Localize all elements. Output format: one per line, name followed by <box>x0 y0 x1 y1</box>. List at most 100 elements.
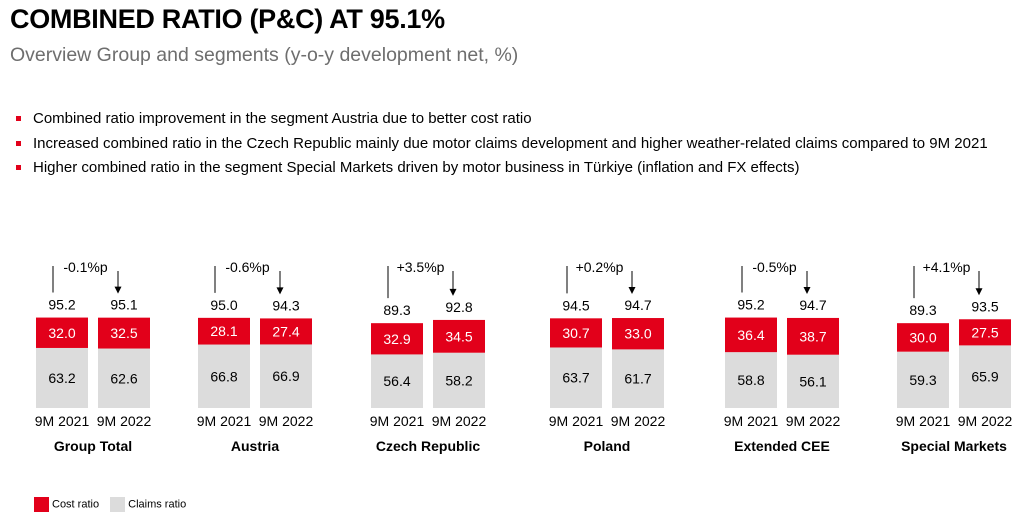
legend-swatch-claims <box>110 497 126 512</box>
x-tick-label: 9M 2022 <box>958 413 1013 429</box>
bar-cost-ratio <box>198 317 250 345</box>
total-value-label: 95.2 <box>737 297 764 313</box>
legend-item-cost: Cost ratio <box>34 497 99 512</box>
x-tick-label: 9M 2021 <box>896 413 951 429</box>
bar-claims-ratio <box>550 347 602 408</box>
bar-cost-ratio <box>98 317 150 349</box>
claims-value-label: 58.2 <box>445 372 472 388</box>
bar-claims-ratio <box>787 354 839 408</box>
total-value-label: 94.3 <box>272 297 299 313</box>
total-value-label: 95.2 <box>48 297 75 313</box>
page-subtitle: Overview Group and segments (y-o-y devel… <box>10 44 519 66</box>
legend-label-cost: Cost ratio <box>52 498 100 511</box>
bullet-marker <box>16 116 21 121</box>
claims-value-label: 63.2 <box>48 370 75 386</box>
change-arrow-head <box>975 288 983 296</box>
segment-label: Czech Republic <box>376 438 480 454</box>
segment-label: Poland <box>584 438 631 454</box>
total-value-label: 93.5 <box>971 298 998 314</box>
total-value-label: 95.0 <box>210 297 237 313</box>
chart-legend: Cost ratio Claims ratio <box>34 497 194 512</box>
legend-item-claims: Claims ratio <box>110 497 186 512</box>
bullet-text: Higher combined ratio in the segment Spe… <box>33 159 800 176</box>
change-arrow-head <box>449 288 457 296</box>
x-tick-label: 9M 2021 <box>35 413 90 429</box>
bar-cost-ratio <box>959 319 1011 346</box>
change-label: -0.6%p <box>225 259 270 275</box>
bar-cost-ratio <box>371 323 423 355</box>
change-arrow-head <box>803 286 811 294</box>
legend-label-claims: Claims ratio <box>128 498 187 511</box>
total-value-label: 89.3 <box>383 302 410 318</box>
bar-cost-ratio <box>612 318 664 350</box>
x-tick-label: 9M 2022 <box>432 413 487 429</box>
page-title: COMBINED RATIO (P&C) AT 95.1% <box>10 4 445 34</box>
claims-value-label: 61.7 <box>624 371 651 387</box>
bar-cost-ratio <box>260 318 312 345</box>
total-value-label: 94.7 <box>624 297 651 313</box>
change-label: +4.1%p <box>923 259 971 275</box>
segment-label: Special Markets <box>901 438 1007 454</box>
x-tick-label: 9M 2021 <box>197 413 252 429</box>
bar-claims-ratio <box>36 347 88 408</box>
cost-value-label: 28.1 <box>210 323 237 339</box>
segment-label: Extended CEE <box>734 438 830 454</box>
cost-value-label: 32.0 <box>48 325 75 341</box>
claims-value-label: 66.9 <box>272 368 299 384</box>
bar-claims-ratio <box>725 352 777 408</box>
bar-claims-ratio <box>198 344 250 408</box>
bullet-item: Increased combined ratio in the Czech Re… <box>16 132 988 157</box>
change-label: +0.2%p <box>576 259 624 275</box>
claims-value-label: 56.1 <box>799 373 826 389</box>
bar-claims-ratio <box>433 352 485 408</box>
bar-cost-ratio <box>787 317 839 355</box>
cost-value-label: 27.4 <box>272 323 299 339</box>
bullet-marker <box>16 140 21 146</box>
claims-value-label: 58.8 <box>737 372 764 388</box>
total-value-label: 94.5 <box>562 297 589 313</box>
cost-value-label: 32.5 <box>110 325 137 341</box>
bar-cost-ratio <box>550 318 602 348</box>
bar-claims-ratio <box>98 348 150 408</box>
total-value-label: 89.3 <box>909 302 936 318</box>
bar-claims-ratio <box>897 351 949 408</box>
change-label: -0.1%p <box>63 259 108 275</box>
x-tick-label: 9M 2022 <box>259 413 314 429</box>
claims-value-label: 65.9 <box>971 369 998 385</box>
cost-value-label: 32.9 <box>383 331 410 347</box>
x-tick-label: 9M 2021 <box>724 413 779 429</box>
legend-swatch-cost <box>34 497 49 512</box>
change-arrow-head <box>628 287 636 295</box>
cost-value-label: 38.7 <box>799 328 826 344</box>
claims-value-label: 56.4 <box>383 373 410 389</box>
total-value-label: 95.1 <box>110 297 137 313</box>
claims-value-label: 59.3 <box>909 372 936 388</box>
change-arrow-head <box>114 286 122 294</box>
claims-value-label: 62.6 <box>110 370 137 386</box>
cost-value-label: 33.0 <box>624 326 651 342</box>
bar-cost-ratio <box>725 317 777 353</box>
change-label: -0.5%p <box>752 259 797 275</box>
bar-cost-ratio <box>897 323 949 352</box>
x-tick-label: 9M 2021 <box>370 413 425 429</box>
change-label: +3.5%p <box>397 259 445 275</box>
cost-value-label: 36.4 <box>737 327 764 343</box>
total-value-label: 94.7 <box>799 297 826 313</box>
claims-value-label: 63.7 <box>562 370 589 386</box>
bar-cost-ratio <box>36 317 88 348</box>
cost-value-label: 27.5 <box>971 324 998 340</box>
bar-claims-ratio <box>260 344 312 408</box>
x-tick-label: 9M 2022 <box>97 413 152 429</box>
bar-claims-ratio <box>371 354 423 408</box>
cost-value-label: 34.5 <box>445 328 472 344</box>
bar-claims-ratio <box>612 349 664 408</box>
bullet-item: Combined ratio improvement in the segmen… <box>16 107 988 132</box>
segment-label: Group Total <box>54 438 132 454</box>
claims-value-label: 66.8 <box>210 368 237 384</box>
cost-value-label: 30.0 <box>909 329 936 345</box>
bar-cost-ratio <box>433 319 485 353</box>
change-arrow-head <box>276 287 284 295</box>
cost-value-label: 30.7 <box>562 325 589 341</box>
bullet-text: Increased combined ratio in the Czech Re… <box>33 134 988 152</box>
